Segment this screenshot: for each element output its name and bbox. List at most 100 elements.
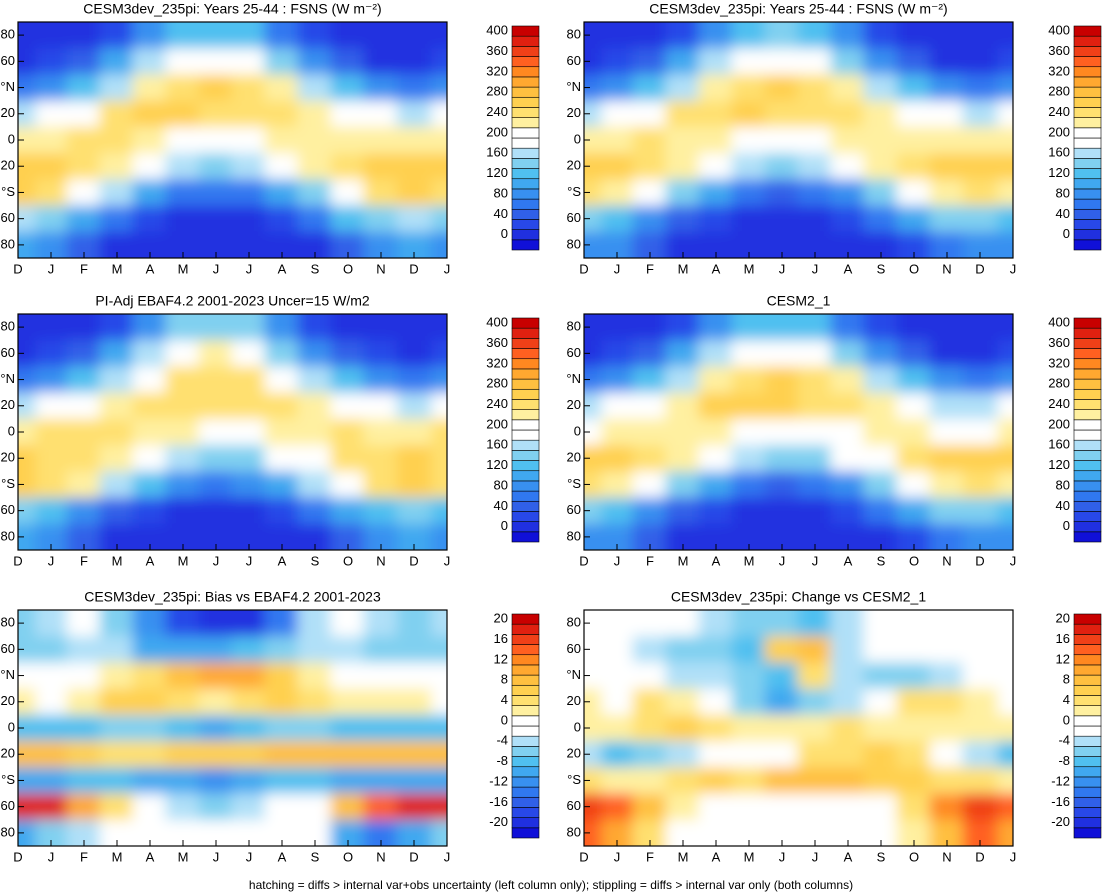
cell bbox=[33, 497, 69, 525]
cell bbox=[66, 179, 102, 207]
cell bbox=[33, 205, 69, 233]
cell bbox=[863, 340, 899, 367]
cell bbox=[584, 497, 602, 525]
cell bbox=[18, 714, 36, 742]
colorbar-box bbox=[1073, 613, 1102, 625]
cell bbox=[330, 314, 366, 341]
cell bbox=[363, 314, 399, 341]
x-tick-label: A bbox=[146, 261, 155, 276]
cell bbox=[18, 445, 36, 472]
cell bbox=[764, 22, 800, 49]
colorbar-box bbox=[511, 358, 540, 370]
colorbar-label: 360 bbox=[1048, 335, 1070, 350]
cell bbox=[584, 74, 602, 102]
panel-title: CESM3dev_235pi: Change vs CESM2_1 bbox=[671, 589, 926, 605]
colorbar-box bbox=[1073, 695, 1102, 706]
cell bbox=[797, 662, 833, 690]
cell bbox=[429, 636, 447, 663]
colorbar-box bbox=[511, 490, 540, 502]
x-tick-label: F bbox=[646, 849, 654, 864]
colorbar-box bbox=[511, 147, 540, 159]
cell bbox=[584, 445, 602, 472]
colorbar-box bbox=[511, 409, 540, 421]
colorbar-label: 20 bbox=[494, 611, 508, 626]
colorbar-box bbox=[511, 674, 540, 686]
cell bbox=[599, 179, 635, 207]
colorbar-box bbox=[1073, 168, 1102, 180]
colorbar-label: 120 bbox=[486, 457, 508, 472]
cell bbox=[929, 366, 965, 394]
cell bbox=[731, 179, 767, 207]
cell bbox=[330, 636, 366, 663]
cell bbox=[132, 366, 168, 394]
y-tick-label: 20 bbox=[567, 397, 581, 412]
colorbar-box bbox=[1073, 127, 1102, 139]
cell bbox=[797, 610, 833, 637]
colorbar-label: -12 bbox=[489, 773, 508, 788]
field bbox=[584, 22, 1013, 258]
cell bbox=[330, 471, 366, 499]
cell bbox=[363, 714, 399, 742]
colorbar-label: 0 bbox=[1063, 518, 1070, 533]
cell bbox=[33, 340, 69, 367]
cell bbox=[797, 714, 833, 742]
cell bbox=[962, 741, 998, 768]
cell bbox=[764, 445, 800, 472]
colorbar-label: 12 bbox=[1056, 651, 1070, 666]
colorbar-box bbox=[511, 378, 540, 390]
cell bbox=[632, 610, 668, 637]
cell bbox=[18, 471, 36, 499]
cell bbox=[165, 714, 201, 742]
cell bbox=[132, 636, 168, 663]
cell bbox=[198, 418, 234, 446]
cell bbox=[99, 662, 135, 690]
y-tick-label: 0 bbox=[8, 423, 15, 438]
colorbar-box bbox=[511, 654, 540, 666]
cell bbox=[330, 610, 366, 637]
y-tick-label: 60 bbox=[1, 502, 15, 517]
cell bbox=[599, 340, 635, 367]
cell bbox=[330, 48, 366, 75]
cell bbox=[962, 714, 998, 742]
cell bbox=[995, 793, 1013, 821]
cell bbox=[297, 340, 333, 367]
cell bbox=[66, 153, 102, 180]
cell bbox=[396, 636, 432, 663]
cell bbox=[698, 688, 734, 716]
cell bbox=[962, 662, 998, 690]
cell bbox=[995, 179, 1013, 207]
cell bbox=[665, 445, 701, 472]
colorbar-label: 160 bbox=[486, 437, 508, 452]
cell bbox=[764, 366, 800, 394]
cell bbox=[429, 793, 447, 821]
cell bbox=[698, 471, 734, 499]
cell bbox=[99, 793, 135, 821]
x-tick-label: D bbox=[579, 553, 588, 568]
colorbar-box bbox=[511, 198, 540, 210]
colorbar-box bbox=[511, 786, 540, 798]
colorbar-box bbox=[1073, 117, 1102, 129]
x-tick-label: S bbox=[877, 553, 886, 568]
x-tick-label: A bbox=[146, 849, 155, 864]
cell bbox=[297, 767, 333, 795]
cell bbox=[731, 714, 767, 742]
cell bbox=[99, 471, 135, 499]
cell bbox=[33, 445, 69, 472]
colorbar-label: -8 bbox=[496, 753, 508, 768]
cell bbox=[830, 471, 866, 499]
x-tick-label: N bbox=[376, 849, 385, 864]
cell bbox=[962, 48, 998, 75]
cell bbox=[698, 205, 734, 233]
colorbar-label: 280 bbox=[486, 376, 508, 391]
cell bbox=[33, 366, 69, 394]
cell bbox=[962, 366, 998, 394]
colorbar-box bbox=[1073, 511, 1102, 522]
cell bbox=[363, 741, 399, 768]
cell bbox=[962, 392, 998, 420]
x-tick-label: D bbox=[409, 261, 418, 276]
y-tick-label: 60 bbox=[567, 502, 581, 517]
cell bbox=[698, 366, 734, 394]
cell bbox=[18, 741, 36, 768]
cell bbox=[995, 22, 1013, 49]
colorbar-label: 0 bbox=[501, 226, 508, 241]
